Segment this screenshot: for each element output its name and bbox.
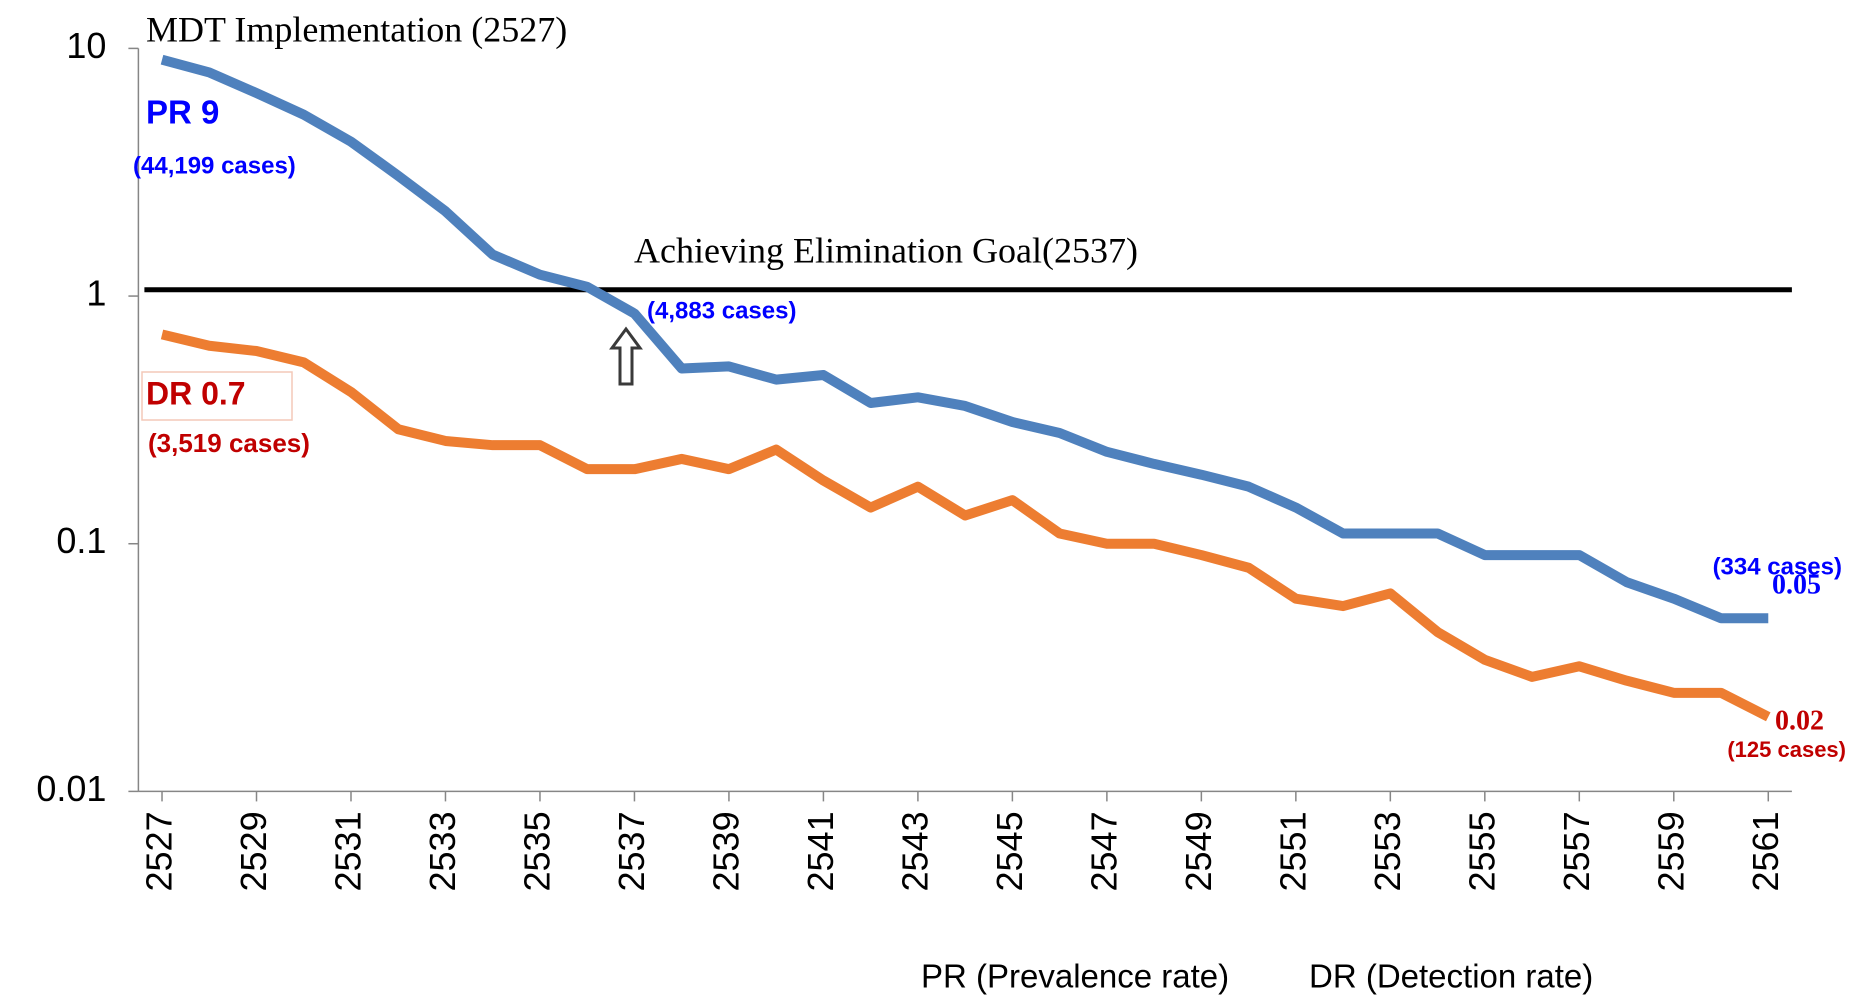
footer-note: DR (Detection rate) [1309,958,1593,995]
x-tick-label: 2559 [1650,811,1691,891]
y-tick-label: 0.1 [56,520,106,561]
y-tick-label: 1 [86,273,106,314]
annotation: (125 cases) [1727,737,1846,762]
annotation: 0.05 [1772,569,1821,600]
annotation: DR 0.7 [146,375,246,411]
x-tick-label: 2545 [989,811,1030,891]
footer-note: PR (Prevalence rate) [921,958,1229,995]
annotation: MDT Implementation (2527) [146,9,567,49]
annotation: (334 cases) [1713,553,1842,580]
x-tick-label: 2541 [800,811,841,891]
label-box [141,371,293,421]
annotation: 0.02 [1775,705,1824,736]
x-tick-label: 2547 [1083,811,1124,891]
x-tick-label: 2527 [139,811,180,891]
annotation: (44,199 cases) [133,152,296,179]
x-tick-label: 2529 [233,811,274,891]
annotation: (3,519 cases) [148,428,310,458]
y-tick-label: 0.01 [36,768,106,809]
series-line [160,54,1769,624]
annotation: (4,883 cases) [647,297,796,324]
x-tick-label: 2561 [1745,811,1786,891]
x-tick-label: 2549 [1178,811,1219,891]
x-tick-label: 2553 [1367,811,1408,891]
arrow [609,326,643,386]
x-tick-label: 2533 [422,811,463,891]
x-tick-label: 2539 [705,811,746,891]
x-tick-label: 2551 [1272,811,1313,891]
x-tick-label: 2531 [328,811,369,891]
x-tick-label: 2537 [611,811,652,891]
y-tick-label: 10 [66,25,106,66]
x-tick-label: 2555 [1461,811,1502,891]
reference-label: Achieving Elimination Goal(2537) [634,230,1138,270]
annotation: PR 9 [146,94,219,131]
x-tick-label: 2557 [1556,811,1597,891]
series-line [160,329,1771,722]
x-tick-label: 2535 [516,811,557,891]
x-tick-label: 2543 [894,811,935,891]
